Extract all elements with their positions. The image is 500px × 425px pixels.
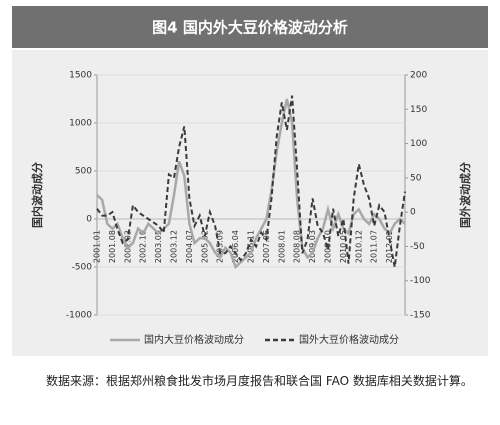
x-tick-label: 2007.06	[262, 230, 271, 263]
series-line	[96, 95, 406, 268]
x-tick-label: 2003.05	[154, 230, 163, 263]
y-tick-label: 1000	[69, 119, 92, 129]
y-tick-label: 1500	[69, 71, 92, 81]
y2-tick-label: 200	[410, 71, 427, 81]
legend-label: 国外大豆价格波动成分	[299, 333, 399, 346]
y2-tick-label: 150	[410, 105, 427, 115]
x-tick-label: 2008.08	[293, 230, 302, 263]
x-tick-label: 2005.02	[200, 230, 209, 263]
series-line	[96, 98, 406, 270]
y2-tick-label: -100	[410, 276, 431, 286]
x-tick-label: 2004.07	[185, 230, 194, 263]
x-tick-label: 2012.02	[385, 230, 394, 263]
chart: 图4 国内外大豆价格波动分析 国内波动成分 国外波动成分 -1000-50005…	[12, 6, 488, 356]
x-tick-label: 2010.12	[354, 230, 363, 263]
chart-title: 图4 国内外大豆价格波动分析	[152, 19, 348, 37]
y2-tick-label: 100	[410, 139, 427, 149]
y2-tick-label: 50	[410, 173, 422, 183]
title-bar	[12, 6, 488, 48]
x-tick-label: 2005.09	[216, 230, 225, 263]
x-tick-label: 2001.08	[108, 230, 117, 263]
y-tick-label: 0	[86, 215, 92, 225]
x-tick-label: 2003.12	[170, 230, 179, 263]
y2-tick-label: -50	[410, 242, 425, 252]
x-tick-label: 2001.01	[93, 230, 102, 263]
x-tick-label: 2011.07	[370, 230, 379, 263]
x-tick-label: 2010.05	[339, 230, 348, 263]
y-axis-title: 国内波动成分	[30, 162, 44, 228]
y-tick-label: -500	[72, 263, 93, 273]
legend-label: 国内大豆价格波动成分	[144, 333, 244, 346]
x-tick-label: 2008.01	[277, 230, 286, 263]
y-tick-label: -1000	[66, 311, 92, 321]
y2-tick-label: -150	[410, 311, 431, 321]
x-tick-label: 2006.11	[247, 230, 256, 263]
y2-axis-title: 国外波动成分	[458, 162, 472, 228]
x-tick-label: 2009.03	[308, 230, 317, 263]
x-tick-label: 2006.04	[231, 230, 240, 263]
plot-panel	[12, 50, 488, 356]
y-tick-label: 500	[75, 167, 92, 177]
x-tick-label: 2002.10	[139, 230, 148, 263]
caption: 数据来源：根据郑州粮食批发市场月度报告和联合国 FAO 数据库相关数据计算。	[46, 374, 473, 388]
y2-tick-label: 0	[410, 208, 416, 218]
